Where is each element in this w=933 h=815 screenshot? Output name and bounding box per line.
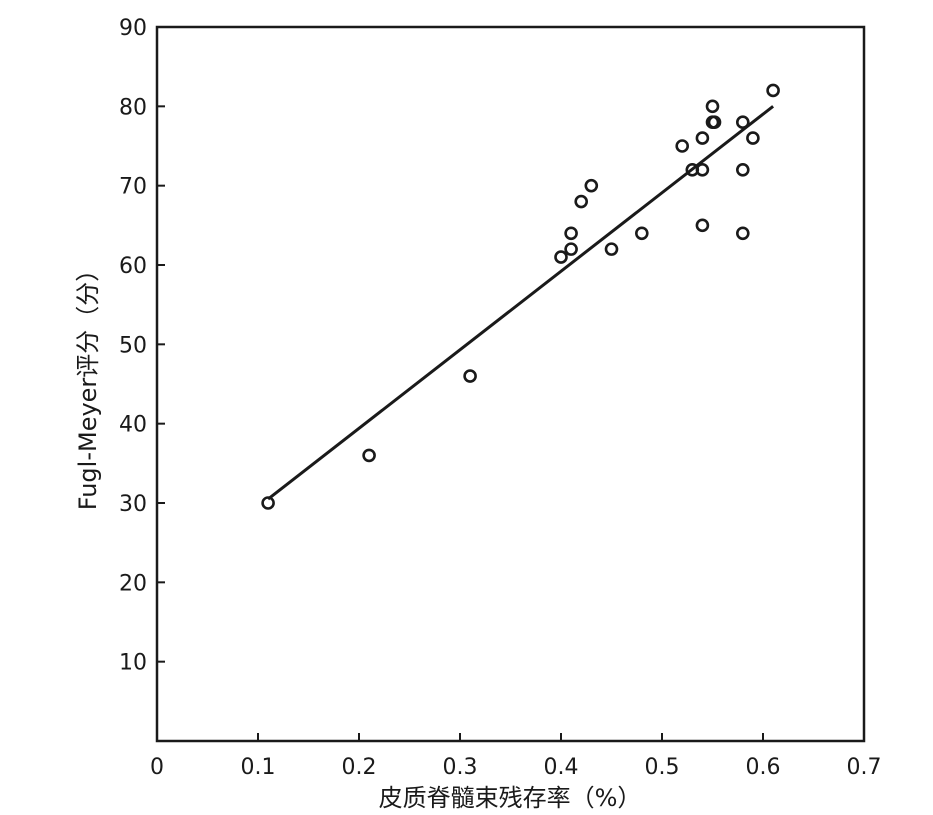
y-tick-label: 20 xyxy=(119,571,147,596)
data-point xyxy=(634,226,649,241)
data-point xyxy=(564,226,578,241)
data-point xyxy=(695,131,710,145)
y-tick-label: 60 xyxy=(119,254,147,279)
data-point xyxy=(735,115,750,129)
data-point xyxy=(766,83,780,98)
x-axis-title: 皮质脊髓束残存率（%） xyxy=(379,784,642,812)
y-tick-label: 30 xyxy=(119,492,147,517)
x-tick-label: 0.2 xyxy=(342,755,377,780)
data-point xyxy=(564,242,578,256)
data-point xyxy=(695,163,710,177)
axis-ticks xyxy=(156,26,865,741)
y-tick-label: 50 xyxy=(119,333,147,358)
data-point xyxy=(705,99,720,114)
data-point xyxy=(463,369,477,383)
x-tick-label: 0.7 xyxy=(847,755,882,780)
data-point xyxy=(362,448,376,463)
y-axis-title: Fugl-Meyer评分（分） xyxy=(74,258,102,511)
y-tick-label: 90 xyxy=(119,16,147,41)
data-point xyxy=(604,242,619,256)
x-tick-label: 0.6 xyxy=(746,755,781,780)
data-point xyxy=(261,496,275,510)
plot-frame xyxy=(155,25,866,743)
data-point xyxy=(554,250,568,264)
data-point xyxy=(574,194,589,209)
x-tick-label: 0.5 xyxy=(645,755,680,780)
y-tick-label: 80 xyxy=(119,95,147,120)
data-points xyxy=(261,83,780,510)
y-tick-label: 10 xyxy=(119,651,147,676)
x-tick-label: 0 xyxy=(150,755,164,780)
regression-line xyxy=(267,105,775,501)
data-point xyxy=(735,163,750,177)
x-tick-label: 0.3 xyxy=(443,755,478,780)
y-tick-labels: 10 20 30 40 50 60 70 80 90 xyxy=(119,16,147,676)
data-point xyxy=(695,218,710,233)
x-tick-label: 0.1 xyxy=(241,755,276,780)
x-tick-labels: 0 0.1 0.2 0.3 0.4 0.5 0.6 0.7 xyxy=(150,755,882,780)
data-point xyxy=(584,178,599,193)
y-tick-label: 40 xyxy=(119,413,147,438)
data-point xyxy=(735,226,750,241)
data-point xyxy=(707,115,722,129)
data-point xyxy=(675,139,690,153)
data-point xyxy=(746,131,760,145)
x-tick-label: 0.4 xyxy=(544,755,579,780)
y-tick-label: 70 xyxy=(119,175,147,200)
